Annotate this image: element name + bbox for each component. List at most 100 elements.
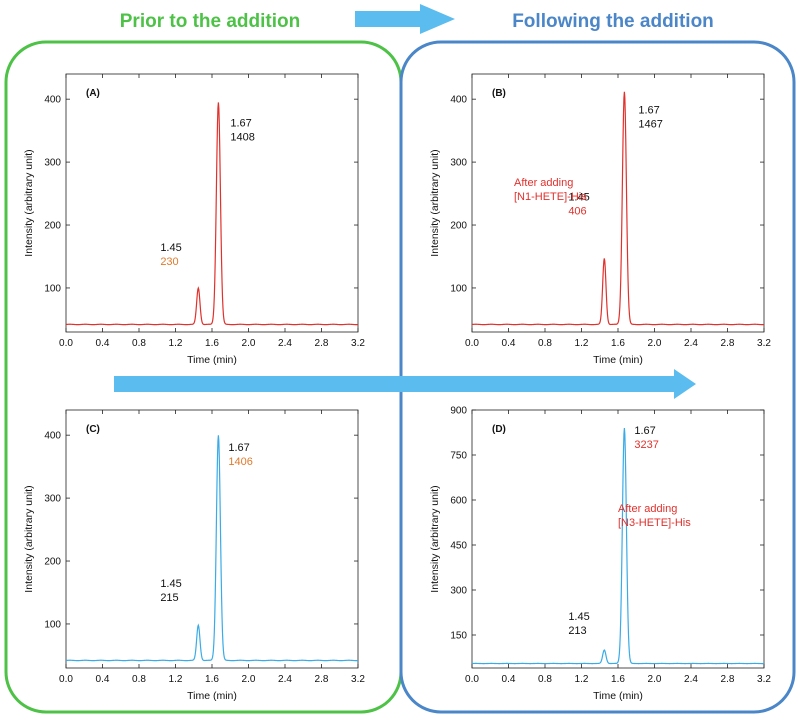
chart-panel-4: 0.0 0.4 0.8 1.2 1.6 2.0 2.4 2.8 3.2 150 300 450 600 7… [429,406,771,703]
peak-area-label: 1406 [228,456,252,468]
y-axis-label: Intensity (arbitrary unit) [23,485,35,592]
y-tick-label: 400 [44,431,61,442]
y-axis-label: Intensity (arbitrary unit) [429,149,441,256]
x-tick-label: 0.4 [502,674,516,685]
x-tick-label: 0.8 [132,674,146,685]
peak-time-label: 1.45 [568,611,589,623]
x-tick-label: 1.2 [575,338,589,349]
panels-layer: 0.0 0.4 0.8 1.2 1.6 2.0 2.4 2.8 3.2 100 200 300 400 T… [23,73,771,703]
plot-frame [471,73,765,333]
x-axis-label: Time (min) [187,690,237,702]
peak-time-label: 1.45 [568,191,589,203]
peak-time-label: 1.67 [228,442,249,454]
plot-frame [65,409,359,669]
annotation-line: [N1-HETE]-His [514,191,587,203]
middle-arrow [114,369,696,399]
x-tick-label: 0.8 [538,338,552,349]
x-tick-label: 1.6 [611,674,625,685]
peak-time-label: 1.67 [634,425,655,437]
x-tick-label: 1.6 [205,338,219,349]
x-axis-label: Time (min) [593,354,643,366]
chart-panel-2: 0.0 0.4 0.8 1.2 1.6 2.0 2.4 2.8 3.2 100 200 300 400 T… [429,73,771,366]
annotation-line: After adding [618,503,677,515]
plot-frame [65,73,359,333]
chart-panel-1: 0.0 0.4 0.8 1.2 1.6 2.0 2.4 2.8 3.2 100 200 300 400 T… [23,73,365,366]
x-tick-label: 2.0 [242,674,256,685]
x-tick-label: 0.0 [465,338,479,349]
y-tick-label: 100 [44,619,61,630]
x-tick-label: 2.4 [684,674,698,685]
peak-area-label: 213 [568,625,586,637]
chromatogram-trace [65,435,359,662]
peak-area-label: 406 [568,205,586,217]
y-tick-label: 900 [450,406,467,417]
y-tick-label: 300 [450,158,467,169]
y-tick-label: 300 [450,586,467,597]
x-tick-label: 3.2 [757,674,771,685]
following-header: Following the addition [512,11,714,32]
peak-time-label: 1.67 [230,117,251,129]
x-tick-label: 2.0 [648,338,662,349]
x-tick-label: 2.8 [721,674,735,685]
x-tick-label: 0.0 [59,338,73,349]
y-tick-label: 300 [44,494,61,505]
x-tick-label: 3.2 [351,674,365,685]
x-tick-label: 0.4 [502,338,516,349]
y-tick-label: 400 [450,95,467,106]
x-tick-label: 1.2 [169,674,183,685]
peak-area-label: 1467 [638,119,662,131]
x-tick-label: 2.8 [315,338,329,349]
panel-label: (C) [86,424,100,435]
annotation-line: [N3-HETE]-His [618,517,691,529]
y-tick-label: 300 [44,158,61,169]
y-tick-label: 750 [450,451,467,462]
x-tick-label: 0.8 [132,338,146,349]
chromatogram-trace [471,428,765,665]
peak-area-label: 230 [160,256,178,268]
x-tick-label: 2.8 [721,338,735,349]
x-axis-label: Time (min) [593,690,643,702]
y-tick-label: 200 [450,221,467,232]
plot-frame [471,409,765,669]
y-tick-label: 450 [450,541,467,552]
chromatogram-trace [65,102,359,326]
x-tick-label: 2.4 [684,338,698,349]
x-tick-label: 2.4 [278,674,292,685]
peak-time-label: 1.45 [160,242,181,254]
peak-time-label: 1.67 [638,105,659,117]
x-tick-label: 1.6 [205,674,219,685]
y-tick-label: 150 [450,631,467,642]
prior-header: Prior to the addition [120,11,301,32]
x-tick-label: 0.8 [538,674,552,685]
panel-label: (B) [492,88,506,99]
x-tick-label: 2.0 [242,338,256,349]
y-tick-label: 600 [450,496,467,507]
x-tick-label: 1.2 [575,674,589,685]
y-tick-label: 100 [44,283,61,294]
chart-panel-3: 0.0 0.4 0.8 1.2 1.6 2.0 2.4 2.8 3.2 100 200 300 400 T… [23,409,365,702]
x-tick-label: 3.2 [757,338,771,349]
y-axis-label: Intensity (arbitrary unit) [429,485,441,592]
x-tick-label: 0.0 [465,674,479,685]
x-axis-label: Time (min) [187,354,237,366]
y-tick-label: 100 [450,283,467,294]
x-tick-label: 2.8 [315,674,329,685]
peak-area-label: 3237 [634,439,658,451]
x-tick-label: 1.6 [611,338,625,349]
top-arrow [355,4,455,34]
x-tick-label: 3.2 [351,338,365,349]
y-axis-label: Intensity (arbitrary unit) [23,149,35,256]
panel-label: (D) [492,424,506,435]
y-tick-label: 400 [44,95,61,106]
x-tick-label: 0.4 [96,338,110,349]
annotation-line: After adding [514,177,573,189]
peak-area-label: 1408 [230,131,254,143]
y-tick-label: 200 [44,221,61,232]
x-tick-label: 2.0 [648,674,662,685]
peak-time-label: 1.45 [160,578,181,590]
y-tick-label: 200 [44,557,61,568]
chromatogram-trace [471,91,765,326]
x-tick-label: 0.4 [96,674,110,685]
